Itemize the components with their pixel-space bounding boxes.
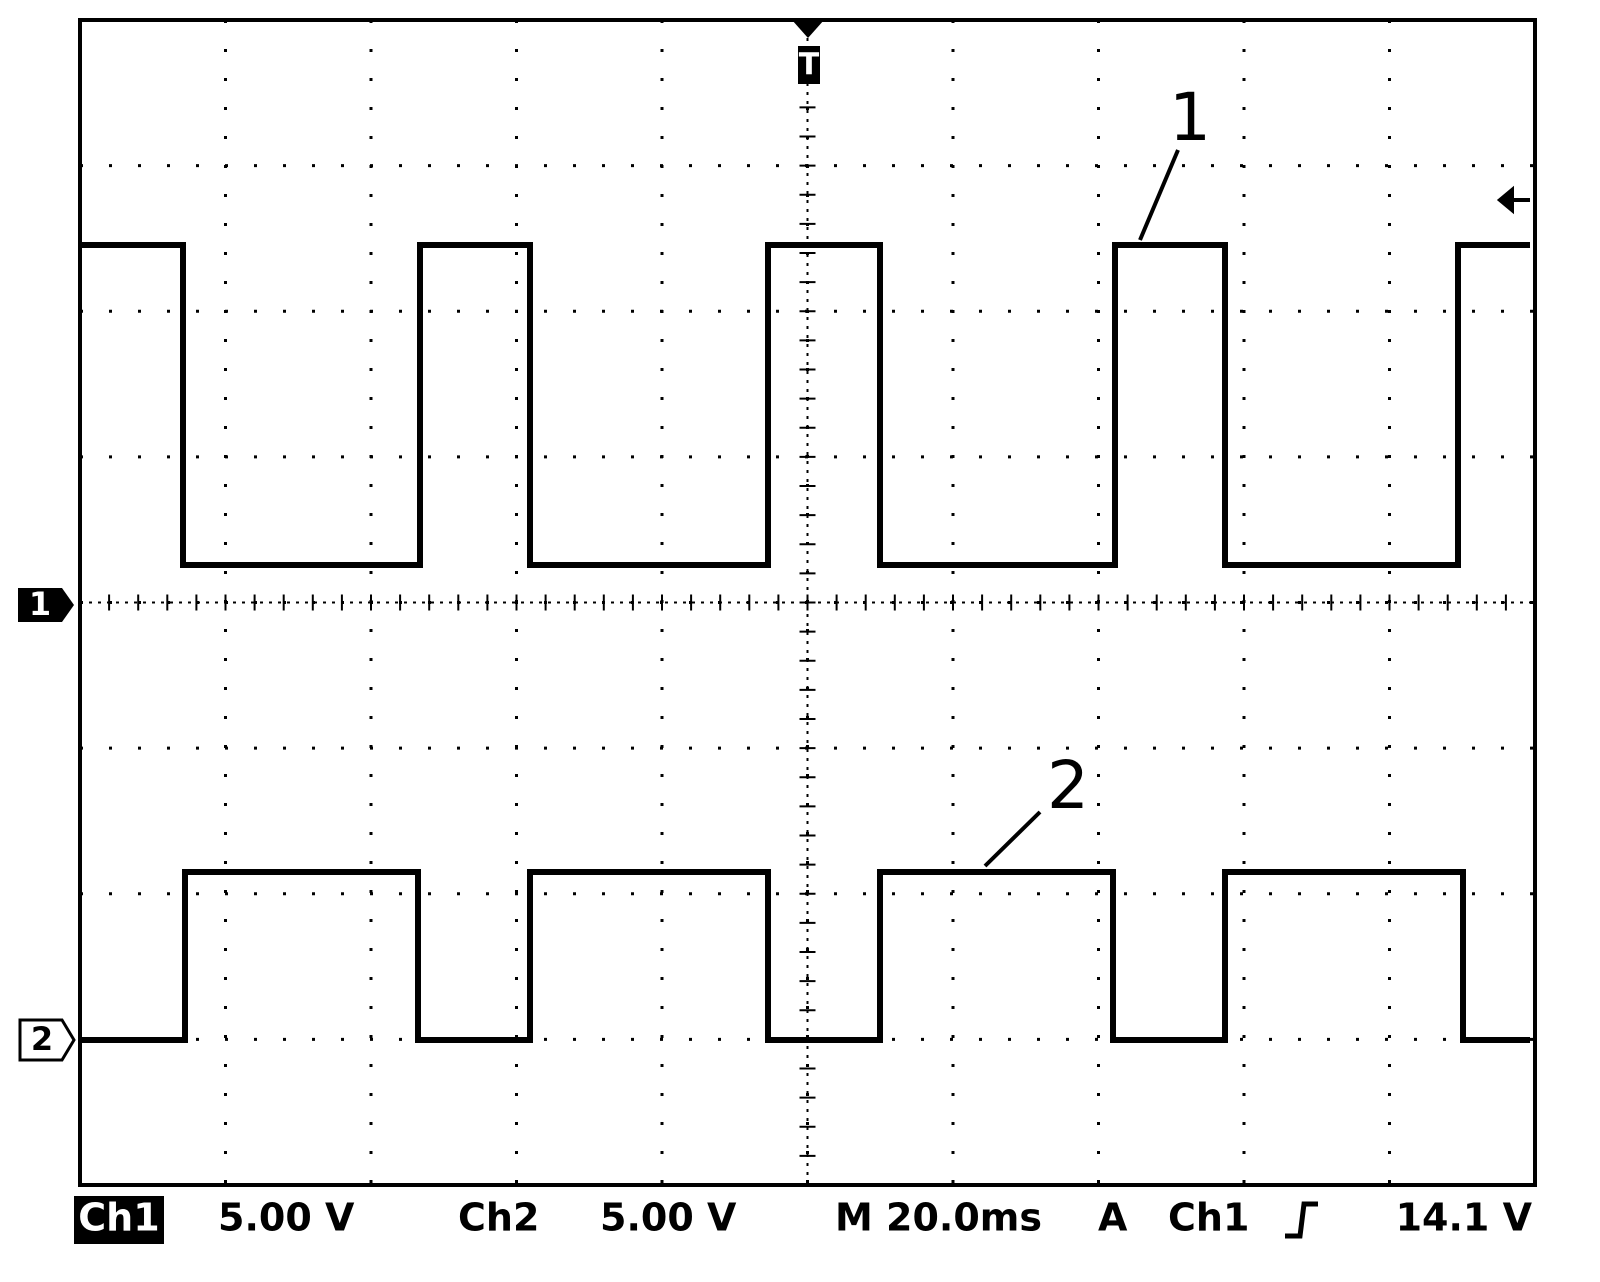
trigger-marker-box bbox=[798, 46, 820, 84]
trigger-pointer bbox=[792, 20, 824, 38]
trigger-level: 14.1 V bbox=[1396, 1196, 1533, 1240]
ch2-marker-box bbox=[18, 1018, 76, 1062]
annotation-label: 2 bbox=[1047, 747, 1089, 824]
ch2-waveform bbox=[82, 869, 1530, 1043]
timebase: M 20.0ms bbox=[835, 1196, 1042, 1240]
rising-edge-icon bbox=[1285, 1201, 1318, 1239]
ch2-scale: 5.00 V bbox=[600, 1196, 737, 1240]
ch1-marker: 1 bbox=[29, 585, 51, 623]
ch2-label: Ch2 bbox=[458, 1196, 539, 1240]
trigger-source: Ch1 bbox=[1168, 1196, 1249, 1240]
trigger-mode: A bbox=[1098, 1196, 1128, 1240]
ch1-label-box bbox=[74, 1196, 164, 1244]
trigger-marker: T bbox=[799, 48, 820, 83]
trigger-level-arrow bbox=[1496, 185, 1530, 215]
ch1-marker-box bbox=[18, 588, 74, 622]
ch2-marker: 2 bbox=[31, 1020, 53, 1058]
graticule bbox=[79, 19, 1536, 1186]
annotation-label: 1 bbox=[1169, 79, 1211, 156]
ch1-waveform bbox=[82, 242, 1530, 568]
ch1-label: Ch1 bbox=[78, 1196, 159, 1240]
annotation-leader bbox=[1138, 149, 1180, 241]
annotation-leader bbox=[983, 810, 1042, 868]
ch1-scale: 5.00 V bbox=[218, 1196, 355, 1240]
